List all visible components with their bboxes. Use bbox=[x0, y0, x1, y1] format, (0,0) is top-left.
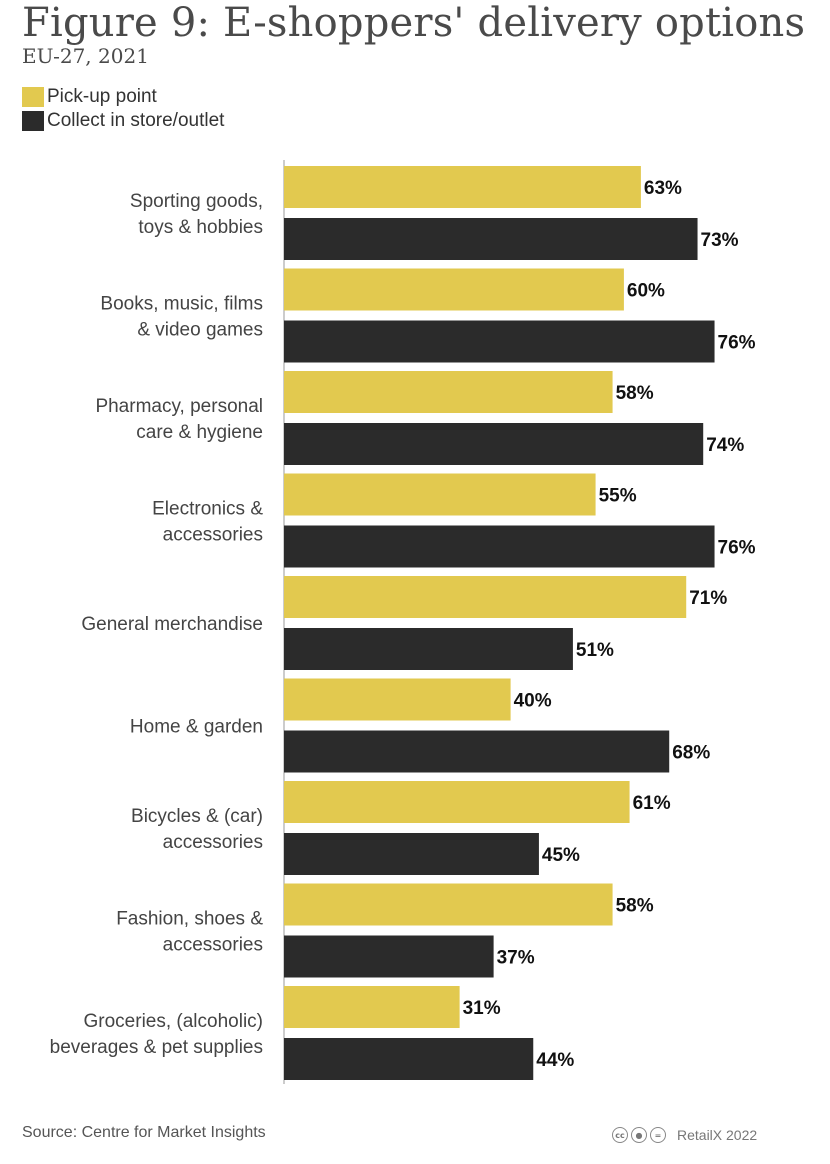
category-label: Fashion, shoes & bbox=[116, 909, 263, 930]
legend-item-pickup: Pick-up point bbox=[22, 85, 224, 109]
bar-pickup bbox=[284, 371, 613, 413]
source-note: Source: Centre for Market Insights bbox=[22, 1124, 266, 1141]
bar-collect bbox=[284, 833, 539, 875]
bar-collect bbox=[284, 935, 494, 978]
legend-label-pickup: Pick-up point bbox=[47, 86, 157, 107]
category-label: & video games bbox=[137, 320, 263, 341]
category-label: Sporting goods, bbox=[130, 191, 263, 212]
bar-collect bbox=[284, 730, 670, 773]
category-label: Groceries, (alcoholic) bbox=[84, 1011, 264, 1032]
data-label: 76% bbox=[718, 333, 756, 354]
data-label: 58% bbox=[616, 896, 654, 917]
bar-chart: Sporting goods, toys & hobbies 63% 73% Books… bbox=[50, 160, 756, 1084]
chart-subtitle: EU-27, 2021 bbox=[22, 44, 149, 68]
category-label: Home & garden bbox=[130, 717, 263, 738]
by-icon: ● bbox=[631, 1127, 647, 1143]
category-label: Books, music, films bbox=[100, 294, 263, 315]
legend-label-collect: Collect in store/outlet bbox=[47, 110, 225, 131]
chart-title: Figure 9: E-shoppers' delivery options bbox=[22, 0, 806, 46]
nd-icon: = bbox=[650, 1127, 666, 1143]
category-label: care & hygiene bbox=[136, 422, 263, 443]
legend: Pick-up point Collect in store/outlet bbox=[22, 85, 224, 133]
category-label: Bicycles & (car) bbox=[131, 806, 263, 827]
category-label: beverages & pet supplies bbox=[50, 1037, 263, 1058]
bar-pickup bbox=[284, 781, 630, 823]
legend-swatch-pickup bbox=[22, 87, 44, 107]
category-label: Electronics & bbox=[152, 499, 263, 520]
category-label: accessories bbox=[163, 525, 263, 546]
category-label: Pharmacy, personal bbox=[95, 396, 263, 417]
legend-swatch-collect bbox=[22, 111, 44, 131]
data-label: 61% bbox=[633, 793, 671, 814]
bar-collect bbox=[284, 423, 704, 465]
data-label: 51% bbox=[576, 640, 614, 661]
data-label: 68% bbox=[672, 743, 710, 764]
category-label: toys & hobbies bbox=[138, 217, 263, 238]
bar-pickup bbox=[284, 268, 624, 311]
bar-collect bbox=[284, 1038, 534, 1080]
data-label: 71% bbox=[689, 588, 727, 609]
bar-pickup bbox=[284, 166, 641, 208]
data-label: 63% bbox=[644, 178, 682, 199]
credit-text: RetailX 2022 bbox=[677, 1127, 758, 1143]
bar-pickup bbox=[284, 473, 596, 516]
data-label: 37% bbox=[497, 948, 535, 969]
bar-pickup bbox=[284, 986, 460, 1028]
credit-block: cc ● = RetailX 2022 bbox=[612, 1127, 757, 1143]
bar-collect bbox=[284, 628, 573, 670]
category-label: accessories bbox=[163, 832, 263, 853]
data-label: 73% bbox=[701, 230, 739, 251]
category-label: General merchandise bbox=[81, 614, 263, 635]
bar-collect bbox=[284, 218, 698, 260]
cc-icon: cc bbox=[612, 1127, 628, 1143]
data-label: 55% bbox=[599, 486, 637, 507]
legend-item-collect: Collect in store/outlet bbox=[22, 109, 224, 133]
data-label: 76% bbox=[718, 538, 756, 559]
data-label: 45% bbox=[542, 845, 580, 866]
bar-pickup bbox=[284, 576, 687, 618]
data-label: 60% bbox=[627, 281, 665, 302]
license-icons: cc ● = bbox=[612, 1127, 669, 1143]
data-label: 58% bbox=[616, 383, 654, 404]
data-label: 44% bbox=[536, 1050, 574, 1071]
category-label: accessories bbox=[163, 935, 263, 956]
bar-collect bbox=[284, 320, 715, 363]
bar-pickup bbox=[284, 883, 613, 926]
bar-pickup bbox=[284, 678, 511, 721]
data-label: 31% bbox=[463, 998, 501, 1019]
data-label: 74% bbox=[706, 435, 744, 456]
data-label: 40% bbox=[514, 691, 552, 712]
bar-collect bbox=[284, 525, 715, 568]
